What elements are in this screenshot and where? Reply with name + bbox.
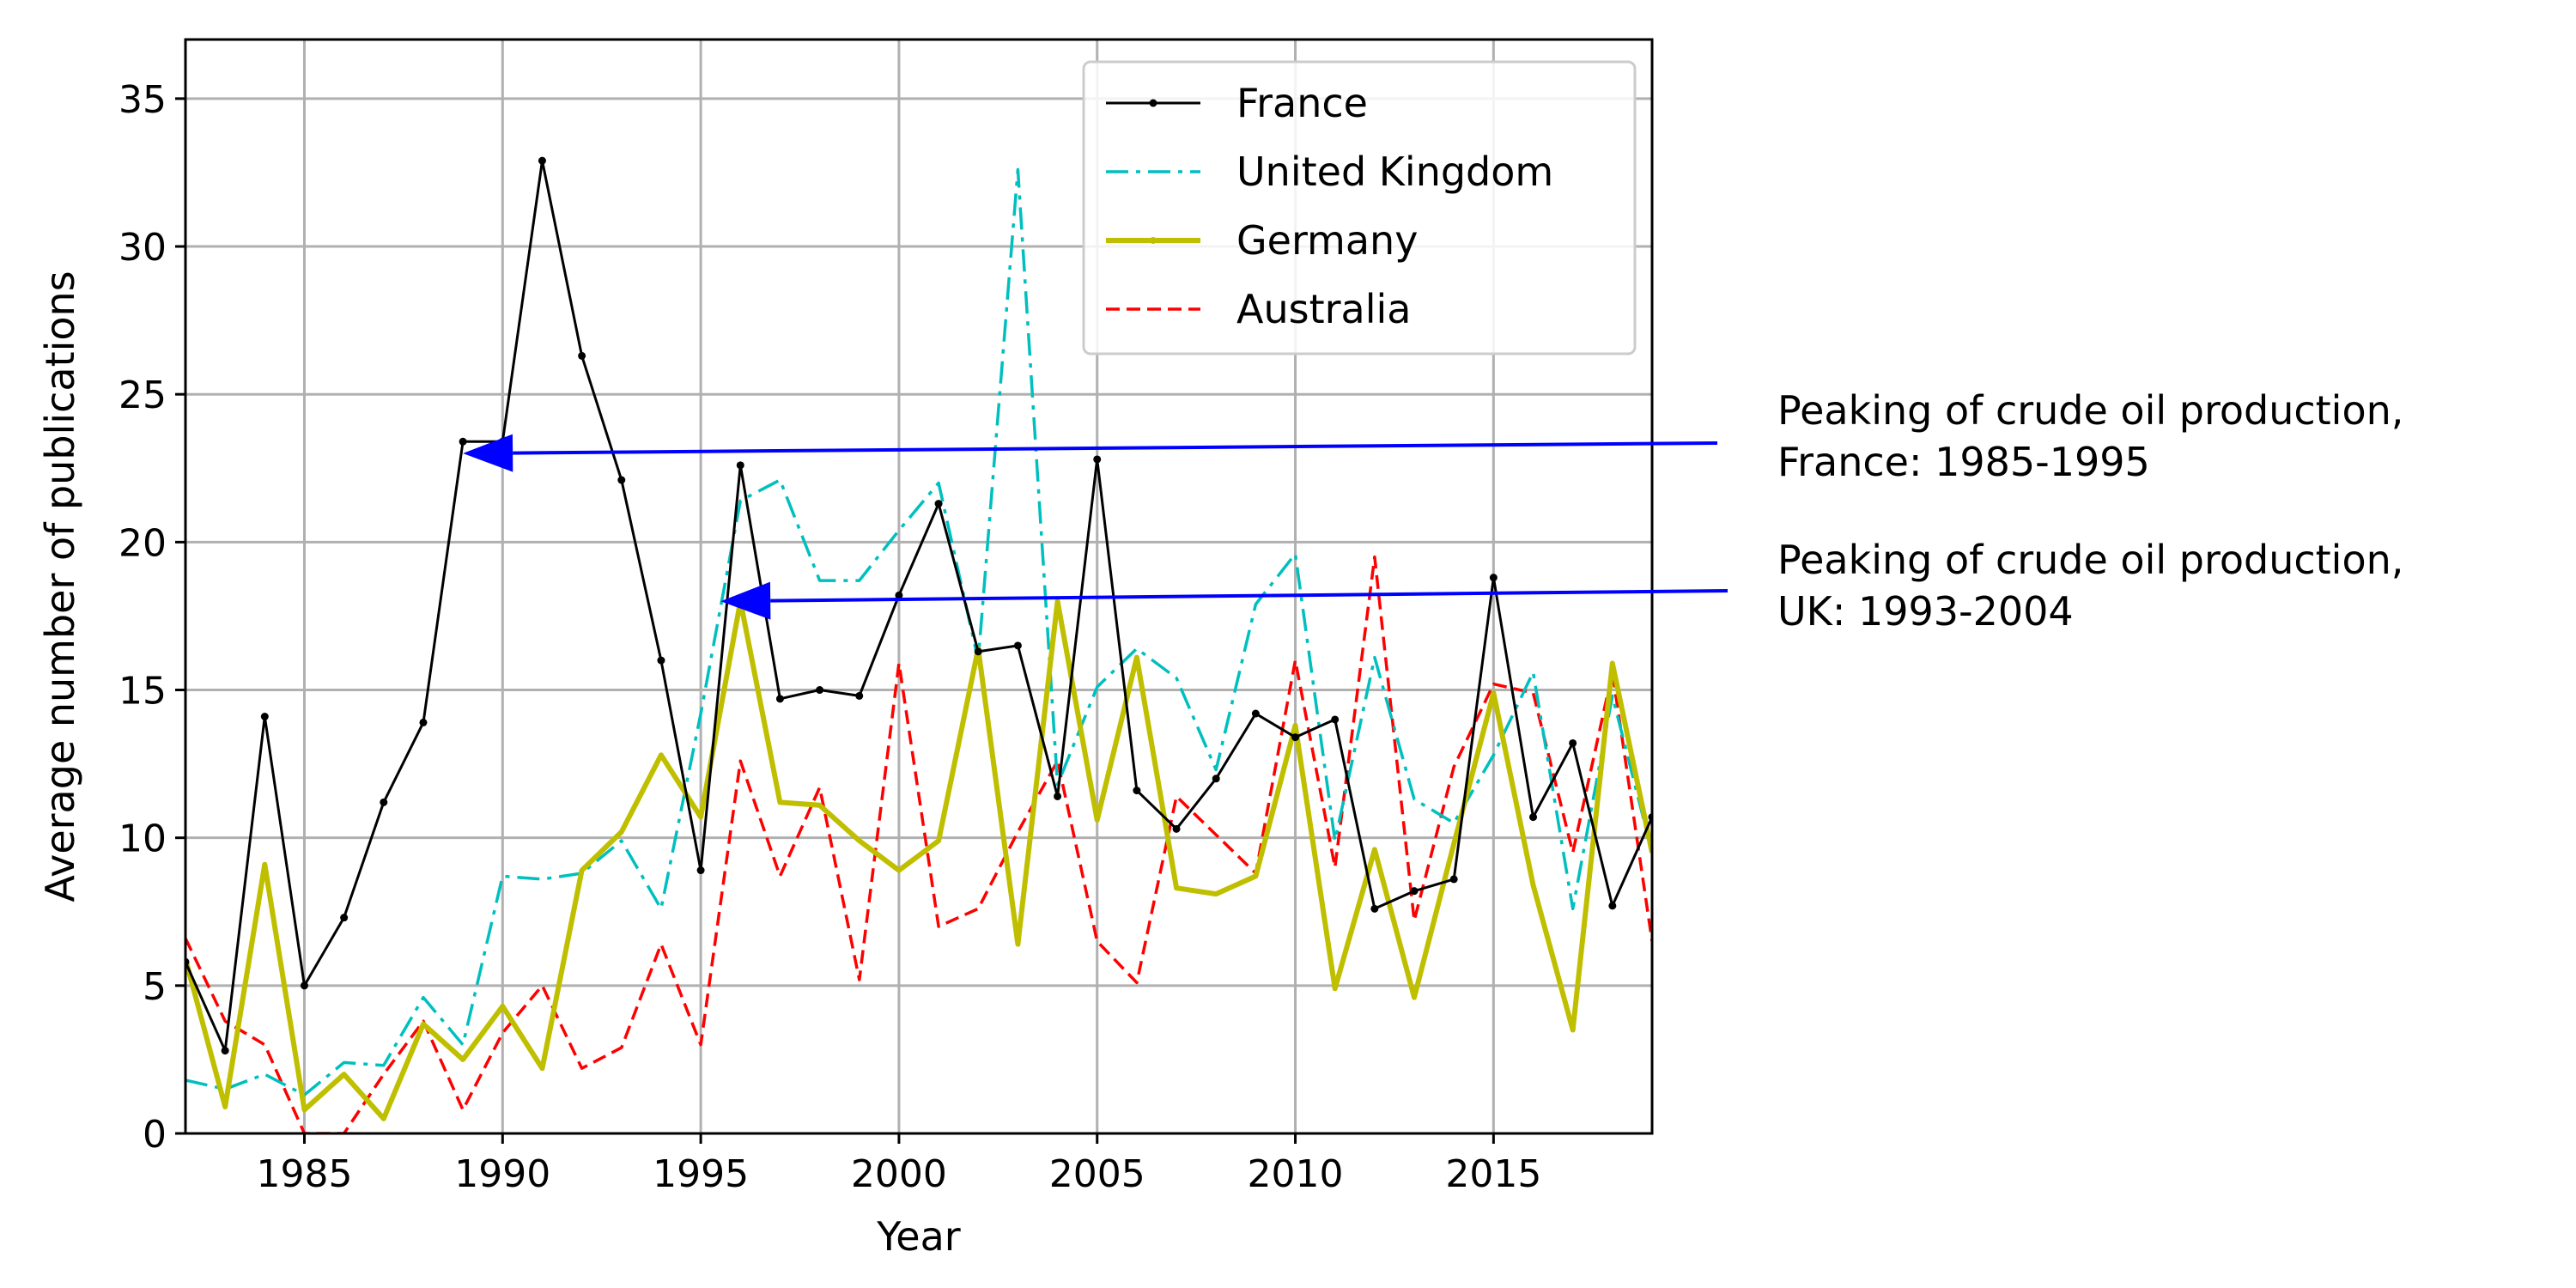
series-line-germany [185,598,1652,1121]
annotation-arrow-head [720,581,771,620]
data-point [1172,824,1181,833]
data-point [340,914,349,922]
annotation-text: Peaking of crude oil production, [1777,537,2403,583]
data-point [380,798,388,806]
annotation-text: Peaking of crude oil production, [1777,387,2403,434]
data-point [1093,455,1102,464]
data-point [775,695,784,703]
x-tick-label: 2005 [1049,1152,1145,1196]
annotation-text: France: 1985-1995 [1777,439,2150,485]
data-point [1608,902,1617,910]
y-axis-label: Average number of publications [37,270,83,902]
annotation: Peaking of crude oil production, UK: 1993… [720,537,2403,635]
x-tick-label: 2000 [851,1152,947,1196]
legend-marker [1150,237,1157,244]
annotation-text: UK: 1993-2004 [1777,588,2074,635]
x-tick-label: 2010 [1248,1152,1344,1196]
data-point [1529,813,1538,822]
x-tick-label: 2015 [1445,1152,1541,1196]
y-tick-label: 25 [118,374,167,417]
axis-ticks: 1985 1990 1995 2000 2005 2010 2015 0 5 10 15 20 25 30… [118,78,1541,1196]
legend-entry: France [1106,80,1368,126]
annotations: Peaking of crude oil production, France: … [463,387,2403,635]
data-point [1251,709,1260,718]
data-point [855,691,864,700]
legend-box [1082,60,1637,355]
data-point [221,1047,229,1055]
data-point [1013,641,1022,650]
data-point [974,647,982,656]
x-tick-label: 1990 [454,1152,550,1196]
data-point [617,476,626,484]
data-point [1054,792,1062,800]
y-tick-label: 15 [118,670,167,714]
data-point [1410,887,1419,896]
y-tick-label: 10 [118,817,167,861]
data-point [578,351,586,360]
data-point [1489,574,1498,582]
legend-label: Germany [1236,217,1418,264]
data-point [895,591,903,599]
legend-label: Australia [1236,286,1411,332]
plot-frame [184,38,1654,1135]
data-point [419,718,428,726]
series-line-france [185,159,1652,1053]
legend-entry: United Kingdom [1106,149,1553,195]
y-tick-label: 0 [143,1113,167,1157]
legend-label: France [1236,80,1368,126]
legend-label: United Kingdom [1236,149,1553,195]
data-point [934,500,943,508]
x-axis-label: Year [876,1213,960,1260]
legend-entries: France United Kingdom Germany Australia [1106,80,1553,332]
data-point [1331,715,1340,724]
data-point [736,461,744,470]
legend-entry: Australia [1106,286,1411,332]
legend: France United Kingdom Germany Australia [1082,60,1637,355]
series-line-united-kingdom [185,167,1652,1097]
data-point [260,713,269,721]
data-point [1569,738,1577,747]
data-point [459,437,467,446]
data-point [538,156,546,165]
y-tick-label: 30 [118,226,167,270]
data-point [1133,787,1141,795]
data-point [1291,733,1300,742]
annotation-arrow-line [770,589,1728,603]
series-lines [185,156,1652,1133]
legend-entry: Germany [1106,217,1418,264]
data-point [1212,775,1220,783]
legend-marker [1149,99,1157,107]
data-point [300,981,308,990]
series-line-australia [185,555,1652,1133]
y-tick-label: 5 [143,965,167,1009]
x-tick-label: 1985 [256,1152,352,1196]
data-point [696,866,705,875]
data-point [657,656,665,665]
data-point [816,686,824,695]
y-tick-label: 20 [118,521,167,565]
annotation-arrow-head [463,434,513,472]
x-tick-label: 1995 [653,1152,749,1196]
y-tick-label: 35 [118,78,167,122]
data-point [1449,875,1458,884]
annotation-arrow-line [513,441,1718,455]
annotation: Peaking of crude oil production, France: … [463,387,2403,485]
data-point [1370,904,1379,913]
